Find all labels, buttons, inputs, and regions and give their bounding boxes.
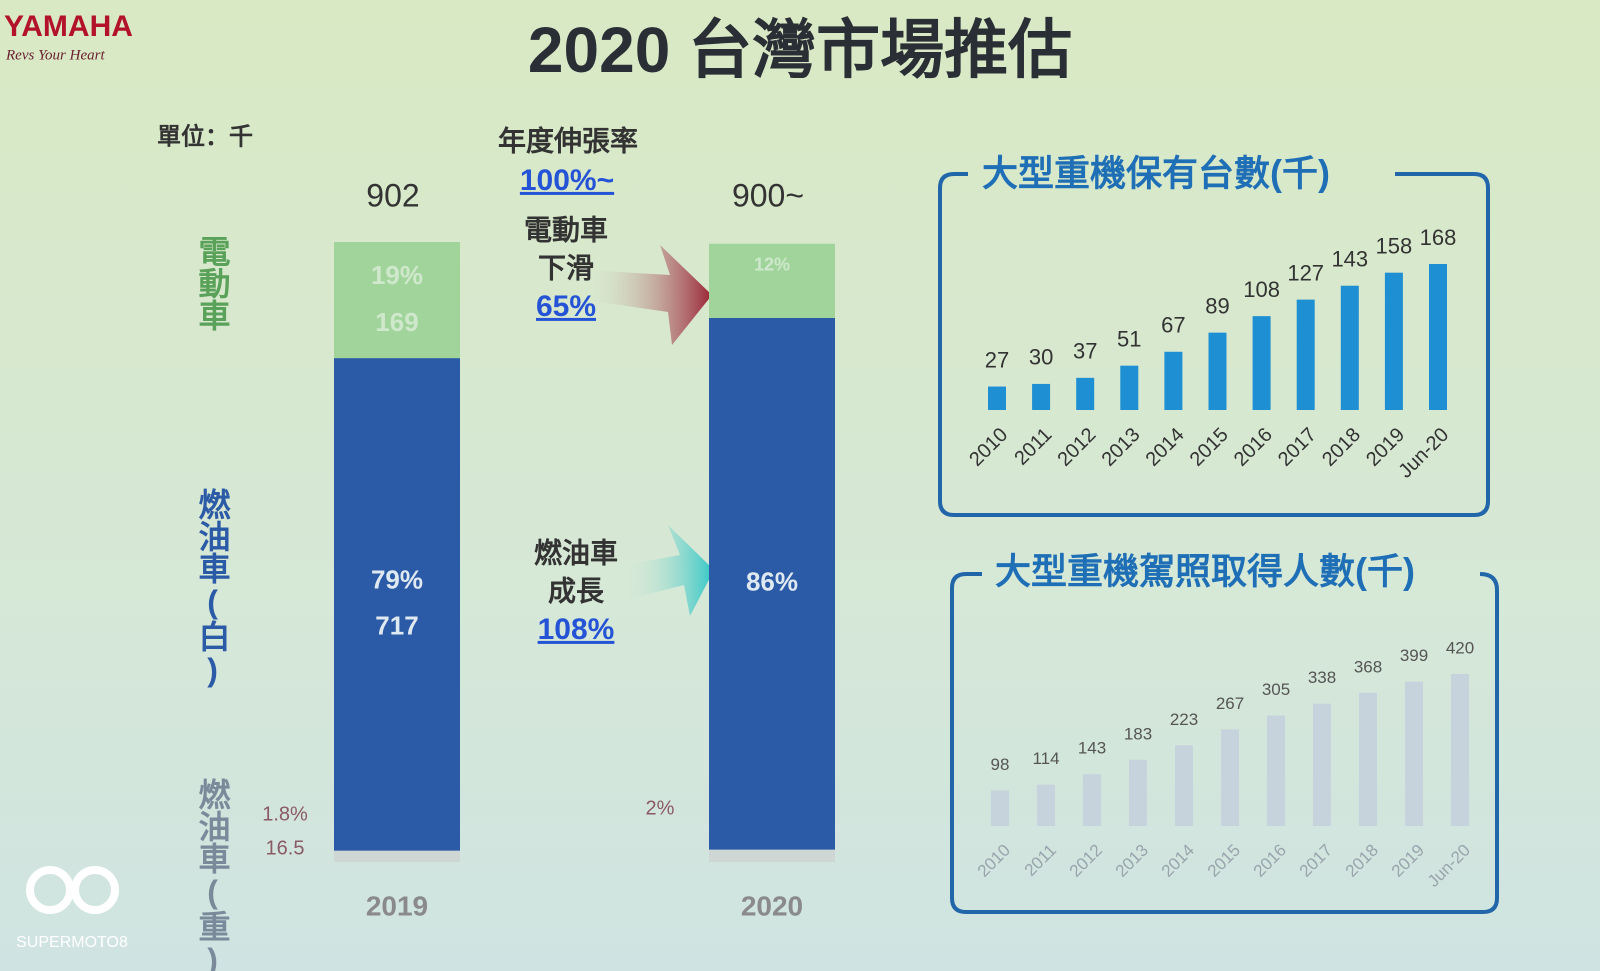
bar <box>1032 383 1051 410</box>
bar-segment <box>334 358 460 851</box>
legend-label: 燃油車(重) <box>195 778 231 971</box>
value-label: 108 <box>1243 277 1280 302</box>
bar <box>1120 365 1139 410</box>
panel-title: 大型重機駕照取得人數(千) <box>995 551 1415 592</box>
panel-border <box>938 172 1490 517</box>
value-label: 305 <box>1262 680 1290 699</box>
unit-label: 單位：千 <box>157 122 253 150</box>
bar <box>991 790 1009 826</box>
growth-arrow <box>625 525 714 616</box>
bar <box>1221 729 1239 826</box>
value-label: 127 <box>1287 260 1324 285</box>
annotation-rate: 100%~ <box>520 164 614 197</box>
bar <box>1267 715 1285 826</box>
total-label: 902 <box>366 177 419 213</box>
bar <box>1429 264 1447 410</box>
bar <box>1083 774 1101 826</box>
bar <box>1076 377 1095 410</box>
value-label: 143 <box>1331 247 1368 272</box>
bar <box>1384 272 1403 410</box>
x-tick-label: 2019 <box>366 890 428 921</box>
logo-brand: YAMAHA <box>4 10 133 43</box>
annotation-rate: 108% <box>538 613 615 646</box>
bar <box>1340 285 1359 410</box>
logo-slogan: Revs Your Heart <box>5 47 105 63</box>
value-label: 67 <box>1161 313 1185 338</box>
bar <box>988 386 1006 410</box>
value-label: 169 <box>375 307 418 337</box>
value-label: 89 <box>1205 293 1229 318</box>
panel-title: 大型重機保有台數(千) <box>982 153 1330 194</box>
value-label: 168 <box>1420 225 1457 250</box>
legend-label: 燃油車(白) <box>195 488 231 688</box>
value-label: 223 <box>1170 710 1198 729</box>
annotation-text: 燃油車 <box>534 537 618 568</box>
bar-segment <box>709 849 835 862</box>
annotation-text: 成長 <box>548 575 605 606</box>
percent-label: 19% <box>371 260 423 290</box>
bar-segment <box>709 243 835 318</box>
value-label: 143 <box>1078 739 1106 758</box>
legend-label: 電動車 <box>195 235 231 331</box>
watermark-icon <box>71 866 119 914</box>
annotation-text: 電動車 <box>524 214 608 245</box>
value-label: 717 <box>375 610 418 640</box>
bar <box>1208 332 1227 410</box>
total-label: 900~ <box>732 177 804 213</box>
value-label: 420 <box>1446 638 1474 657</box>
bar <box>1164 351 1183 410</box>
bar-segment <box>334 850 460 862</box>
value-label: 183 <box>1124 724 1152 743</box>
watermark: SUPERMOTO8 <box>16 934 128 951</box>
percent-label: 12% <box>754 254 790 274</box>
value-label: 98 <box>991 755 1010 774</box>
slide-title: 2020 台灣市場推估 <box>528 14 1072 86</box>
bar <box>1359 692 1377 826</box>
bar <box>1296 299 1315 410</box>
value-label: 27 <box>985 347 1009 372</box>
value-label: 51 <box>1117 326 1141 351</box>
bar <box>1129 759 1147 826</box>
decline-arrow <box>585 245 712 345</box>
percent-label: 2% <box>646 797 675 819</box>
watermark-icon <box>26 866 74 914</box>
x-tick-label: 2020 <box>741 890 803 921</box>
bar <box>1313 703 1331 826</box>
bar-segment <box>709 317 835 850</box>
bar-segment <box>334 242 460 359</box>
panel-border <box>950 572 1499 914</box>
value-label: 16.5 <box>266 837 305 859</box>
value-label: 37 <box>1073 339 1097 364</box>
bar <box>1175 745 1193 826</box>
bar <box>1405 681 1423 826</box>
value-label: 399 <box>1400 646 1428 665</box>
annotation-rate: 65% <box>536 290 596 323</box>
percent-label: 86% <box>746 567 798 597</box>
value-label: 114 <box>1032 749 1059 768</box>
value-label: 158 <box>1376 234 1413 259</box>
bar <box>1451 674 1469 826</box>
annotation-text: 下滑 <box>538 252 594 283</box>
percent-label: 79% <box>371 564 423 594</box>
percent-label: 1.8% <box>262 803 308 825</box>
annotation-heading: 年度伸張率 <box>498 124 638 156</box>
value-label: 267 <box>1216 694 1244 713</box>
value-label: 30 <box>1029 345 1053 370</box>
bar <box>1037 784 1055 826</box>
bar <box>1252 316 1271 410</box>
value-label: 368 <box>1354 657 1382 676</box>
value-label: 338 <box>1308 668 1336 687</box>
